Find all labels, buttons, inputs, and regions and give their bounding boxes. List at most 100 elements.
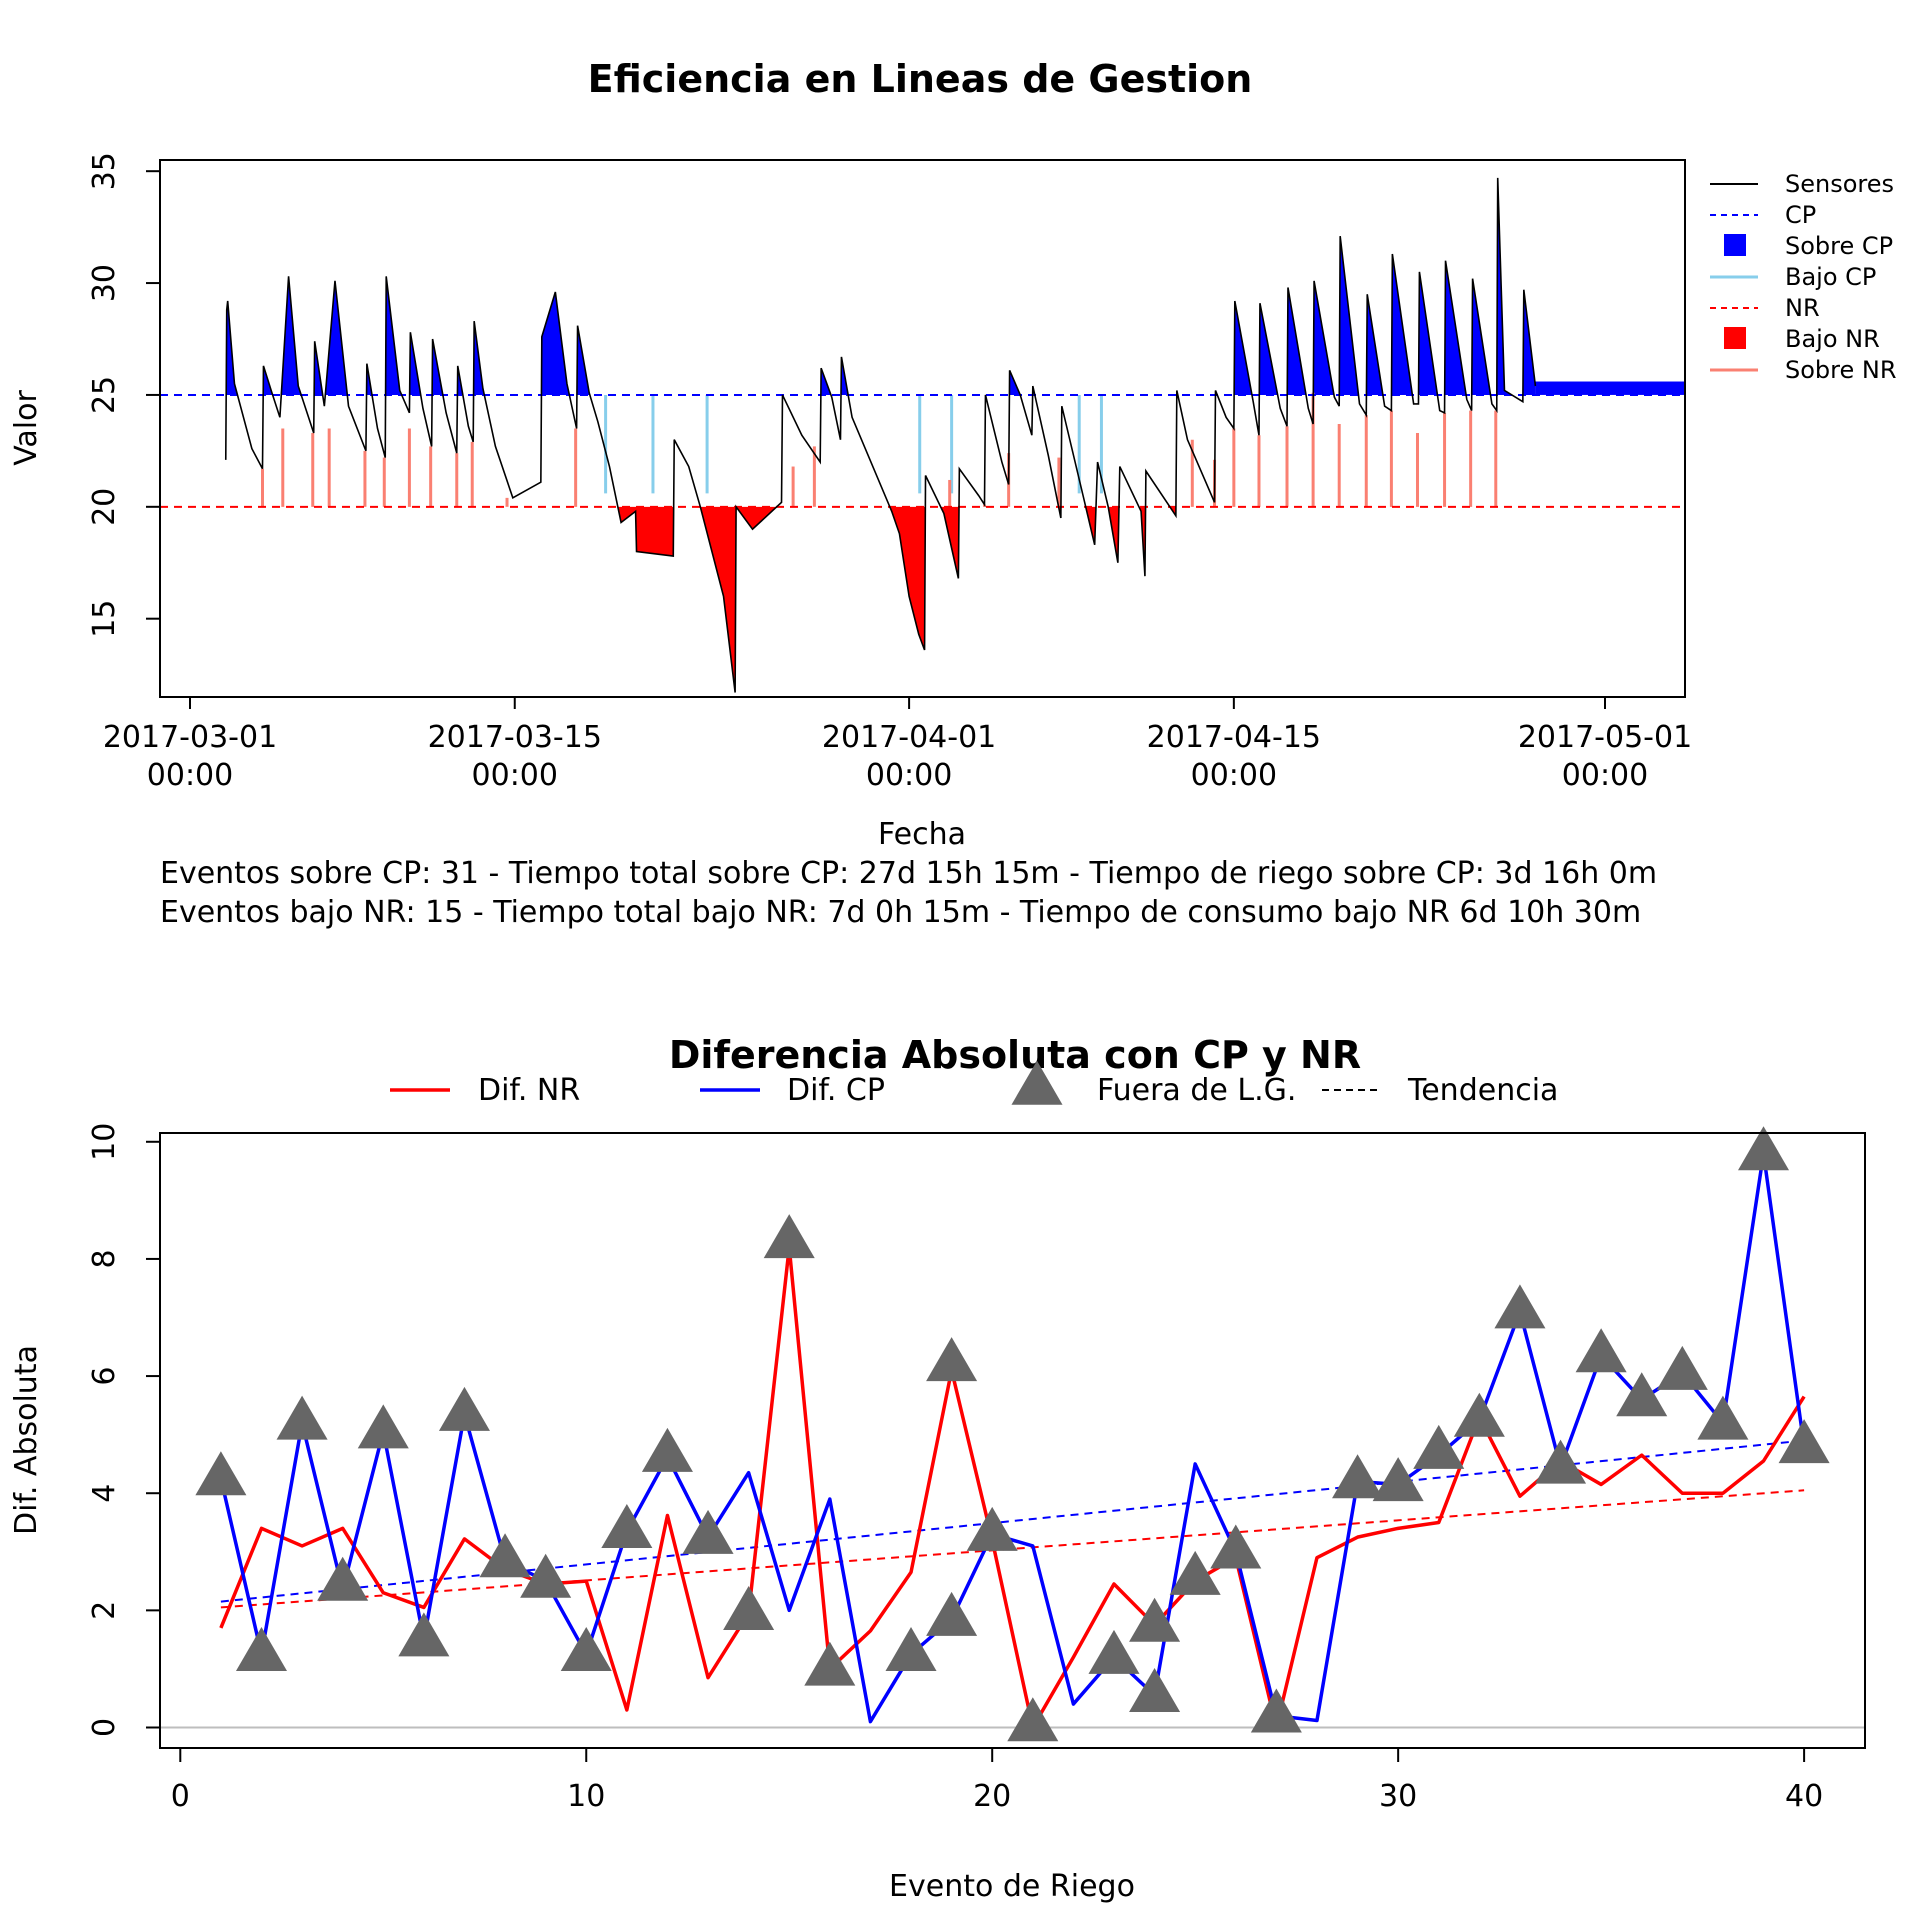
fuera-lg-point (1778, 1419, 1830, 1464)
legend-entry: NR (1785, 294, 1820, 322)
fuera-lg-point (1007, 1697, 1059, 1742)
fuera-lg-point (601, 1504, 653, 1549)
legend: Dif. NR Dif. CP Fuera de L.G. Tendencia (390, 1060, 1558, 1108)
legend-entry: Sobre NR (1785, 356, 1897, 384)
legend-entry: CP (1785, 201, 1816, 229)
legend-entry: Sensores (1785, 170, 1894, 198)
y-tick-label: 35 (87, 152, 122, 190)
y-axis: 0 2 4 6 8 10 (87, 1123, 161, 1737)
fuera-lg-point (1616, 1372, 1668, 1417)
legend: Sensores CP Sobre CP Bajo CP NR Bajo NR Sobre … (1710, 170, 1897, 384)
fuera-lg-point (520, 1553, 572, 1598)
fuera-lg-point (966, 1506, 1018, 1551)
chart-title: Diferencia Absoluta con CP y NR (669, 1033, 1361, 1077)
x-tick-label: 20 (973, 1779, 1011, 1814)
legend-entry: Dif. CP (787, 1073, 885, 1108)
sobre-cp-area (1496, 177, 1512, 395)
fuera-lg-point (1129, 1668, 1181, 1713)
sobre-cp-area (541, 292, 570, 395)
plot-area (160, 1126, 1865, 1742)
x-tick-label: 40 (1785, 1779, 1823, 1814)
legend-entry: Sobre CP (1785, 232, 1893, 260)
chart-diferencia: Diferencia Absoluta con CP y NR Dif. NR D… (9, 1033, 1866, 1904)
plot-area (160, 177, 1685, 693)
sobre-cp-band (1535, 381, 1685, 395)
y-tick-label: 20 (87, 488, 122, 526)
x-tick-label: 00:00 (1562, 758, 1648, 793)
fuera-lg-point (1372, 1457, 1424, 1502)
y-tick-label: 4 (87, 1484, 122, 1503)
y-axis-label: Dif. Absoluta (9, 1345, 44, 1535)
fuera-lg-point (723, 1586, 775, 1631)
y-axis: 15 20 25 30 35 (87, 152, 161, 638)
fuera-lg-point (682, 1509, 734, 1554)
fuera-lg-point (1656, 1345, 1708, 1390)
x-tick-label: 00:00 (1191, 758, 1277, 793)
x-tick-label: 2017-05-01 (1518, 720, 1692, 755)
y-tick-label: 6 (87, 1367, 122, 1386)
fuera-lg-point (195, 1451, 247, 1496)
x-tick-label: 2017-03-15 (428, 720, 602, 755)
fuera-lg-point (641, 1427, 693, 1472)
dif-nr-line (219, 1245, 1806, 1730)
legend-symbol (1724, 234, 1746, 256)
fuera-lg-point (1210, 1524, 1262, 1569)
legend-entry: Bajo CP (1785, 263, 1876, 291)
legend-entry: Dif. NR (478, 1073, 580, 1108)
y-tick-label: 8 (87, 1249, 122, 1268)
fuera-lg-point (804, 1641, 856, 1686)
fuera-lg-point (560, 1627, 612, 1672)
dif-cp-line (219, 1151, 1806, 1724)
fuera-lg-point (763, 1214, 815, 1259)
fuera-lg-point (317, 1556, 369, 1601)
bajo-nr-area (617, 506, 674, 557)
fuera-lg-point (1453, 1392, 1505, 1437)
y-tick-label: 2 (87, 1601, 122, 1620)
legend-entry: Fuera de L.G. (1097, 1073, 1296, 1108)
y-tick-label: 30 (87, 264, 122, 302)
fuera-lg-point (1413, 1424, 1465, 1469)
y-axis-label: Valor (9, 390, 44, 466)
trend-nr-line (220, 1489, 1805, 1609)
x-tick-label: 00:00 (866, 758, 952, 793)
fuera-lg-point (1169, 1550, 1221, 1595)
fuera-lg-point (479, 1533, 531, 1578)
fuera-lg-point (926, 1591, 978, 1636)
x-axis-label: Fecha (878, 817, 966, 852)
x-axis-label: Evento de Riego (889, 1869, 1135, 1904)
x-tick-label: 00:00 (472, 758, 558, 793)
y-tick-label: 10 (87, 1123, 122, 1161)
sensores-line (224, 177, 1537, 693)
summary-line-1: Eventos sobre CP: 31 - Tiempo total sobr… (160, 856, 1657, 891)
y-tick-label: 25 (87, 376, 122, 414)
x-tick-label: 2017-04-15 (1147, 720, 1321, 755)
fuera-lg-point (1575, 1328, 1627, 1373)
x-tick-label: 10 (567, 1779, 605, 1814)
x-tick-label: 00:00 (147, 758, 233, 793)
fuera-lg-point (1535, 1439, 1587, 1484)
x-tick-label: 0 (171, 1779, 190, 1814)
x-axis: 0 10 20 30 40 (171, 1747, 1823, 1814)
x-tick-label: 30 (1379, 1779, 1417, 1814)
legend-entry: Tendencia (1407, 1073, 1558, 1108)
chart-eficiencia: Eficiencia en Lineas de Gestion 2017-03-… (9, 57, 1897, 930)
sobre-cp-area (1522, 289, 1536, 395)
x-axis: 2017-03-0100:002017-03-1500:002017-04-01… (103, 697, 1692, 793)
x-tick-label: 2017-04-01 (822, 720, 996, 755)
legend-symbol (1724, 327, 1746, 349)
fuera-lg-point (276, 1395, 328, 1440)
fuera-lg-point (398, 1612, 450, 1657)
fuera-lg-point (1697, 1395, 1749, 1440)
summary-line-2: Eventos bajo NR: 15 - Tiempo total bajo … (160, 895, 1641, 930)
bajo-nr-area (889, 506, 926, 651)
fuera-lg-point (1332, 1454, 1384, 1499)
fuera-lg-point (926, 1337, 978, 1382)
fuera-lg-point (357, 1404, 409, 1449)
y-tick-label: 15 (87, 600, 122, 638)
fuera-lg-point (1737, 1126, 1790, 1171)
fuera-lg-point (1129, 1597, 1181, 1642)
bajo-nr-area (700, 506, 737, 693)
fuera-lg-point (1250, 1688, 1302, 1733)
bajo-nr-area (736, 506, 777, 530)
fuera-lg-point (438, 1386, 490, 1431)
